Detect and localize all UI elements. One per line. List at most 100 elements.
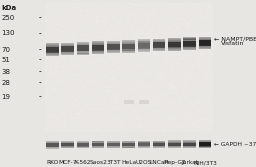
Bar [183,41,196,42]
Bar [122,142,135,143]
Bar [77,52,89,54]
Bar [61,143,74,144]
Bar [61,48,74,49]
Bar [199,46,211,47]
Bar [183,144,196,145]
Bar [168,146,181,147]
Bar [168,47,181,48]
Bar [61,143,74,144]
Bar [168,144,181,145]
Text: Saos2: Saos2 [89,160,107,165]
Bar [107,46,120,47]
Text: Hep-G2: Hep-G2 [163,160,186,165]
Bar [138,39,150,40]
Text: Visfatin: Visfatin [221,41,244,46]
Bar [168,48,181,49]
Bar [77,44,89,45]
Bar [107,141,120,142]
Bar [107,146,120,147]
Bar [183,47,196,48]
Bar [46,52,59,53]
Bar [183,140,196,141]
Bar [153,48,165,49]
Bar [46,142,59,143]
Bar [61,52,74,53]
Bar [153,147,165,148]
Bar [107,50,120,51]
Bar [61,52,74,53]
Bar [183,45,196,46]
Text: ← GAPDH ~37 kDa: ← GAPDH ~37 kDa [214,142,256,147]
Bar [199,140,211,141]
Bar [183,142,196,143]
Bar [92,50,104,51]
Bar [77,49,89,50]
Bar [153,41,165,42]
Bar [122,44,135,45]
Bar [122,50,135,51]
Bar [199,46,211,47]
Bar [61,51,74,52]
Bar [168,42,181,47]
Bar [61,49,74,50]
Bar [138,48,150,49]
Text: U2OS: U2OS [136,160,152,165]
Bar [168,47,181,48]
Bar [122,141,135,142]
Bar [122,146,135,147]
Bar [77,141,89,142]
Text: K-562: K-562 [74,160,91,165]
Bar [107,50,120,51]
Bar [183,38,196,40]
Bar [107,143,120,146]
Bar [107,49,120,50]
Bar [153,144,165,145]
Bar [92,142,104,143]
Bar [107,52,120,53]
Bar [92,41,104,42]
Bar [107,41,120,42]
Bar [122,44,135,49]
Bar [199,47,211,48]
Bar [183,49,196,50]
Bar [46,46,59,47]
Bar [153,141,165,142]
Bar [183,145,196,146]
Bar [153,40,165,41]
Bar [122,42,135,43]
Bar [92,145,104,146]
Bar [107,43,120,44]
Bar [138,50,150,51]
Bar [168,143,181,144]
Bar [138,46,150,47]
Bar [77,146,89,147]
Bar [199,40,211,41]
Bar [138,49,150,50]
Text: -: - [38,13,41,22]
Bar [46,141,59,142]
Bar [122,49,135,50]
Bar [61,53,74,54]
Bar [183,46,196,47]
Bar [153,145,165,146]
Bar [199,142,211,143]
Bar [139,100,149,104]
Bar [122,48,135,49]
Bar [122,41,135,42]
Bar [168,42,181,43]
Bar [92,51,104,52]
Bar [107,144,120,145]
Bar [107,42,120,43]
Bar [183,47,196,48]
Bar [122,46,135,47]
Bar [138,41,150,43]
Bar [122,49,135,50]
Bar [183,147,196,148]
Bar [92,49,104,50]
Bar [107,44,120,50]
Bar [107,49,120,50]
Bar [199,37,211,38]
Bar [199,45,211,46]
Bar [153,48,165,49]
Bar [92,53,104,54]
